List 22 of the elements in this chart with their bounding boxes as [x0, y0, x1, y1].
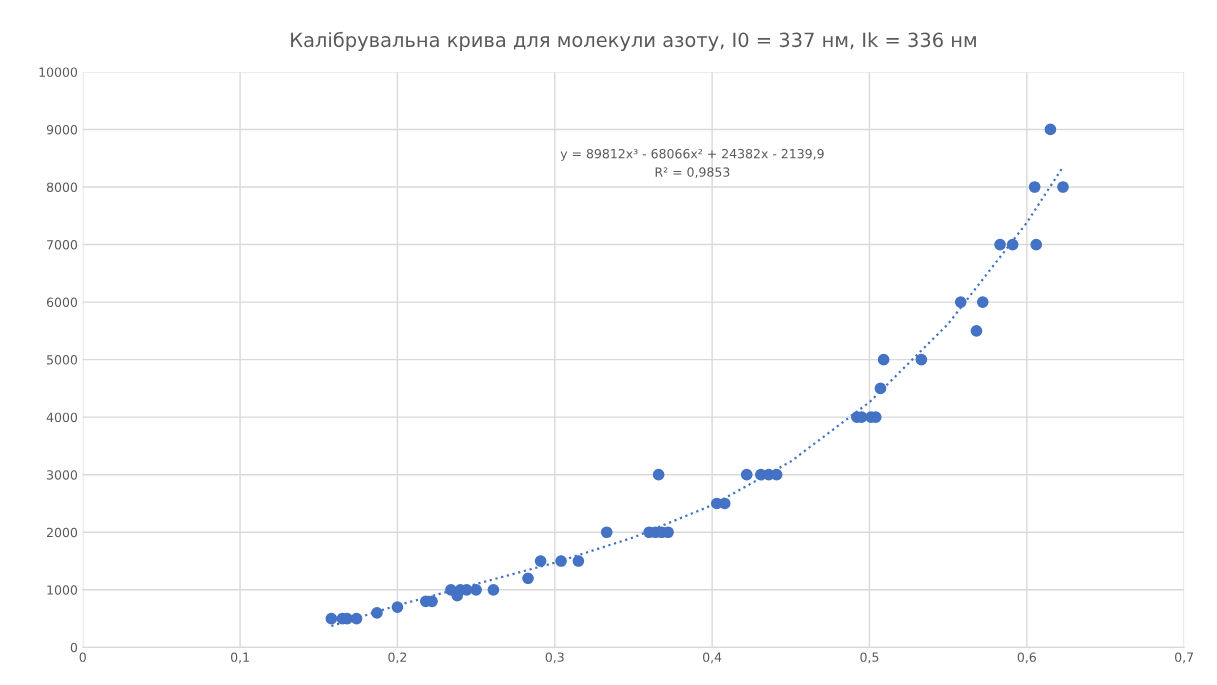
y-tick-label: 3000: [47, 470, 78, 480]
y-tick-label: 5000: [47, 355, 78, 365]
chart-title: Калібрувальна крива для молекули азоту, I0 = 337 нм, Ik = 336 нм: [291, 31, 976, 51]
y-tick-label: 4000: [46, 412, 78, 423]
y-tick-label: 6000: [46, 297, 78, 308]
y-tick-label: 7000: [47, 240, 78, 250]
x-tick-label: 0,5: [860, 652, 879, 664]
x-tick-label: 0,3: [545, 652, 564, 664]
x-tick-label: 0,4: [703, 652, 722, 664]
y-tick-label: 2000: [47, 527, 78, 538]
y-tick-label: 10000: [39, 67, 78, 77]
y-tick-label: 1000: [47, 585, 78, 595]
x-tick-label: 0: [79, 652, 86, 662]
y-tick-label: 0: [70, 642, 78, 653]
x-tick-label: 0,1: [230, 652, 249, 664]
annotation: R² = 0,9853: [655, 167, 730, 179]
x-tick-label: 0,7: [1175, 652, 1194, 664]
y-tick-label: 8000: [46, 182, 78, 192]
y-tick-label: 9000: [46, 124, 78, 135]
annotation: y = 89812x³ - 68066x² + 24382x - 2139,9: [560, 148, 824, 161]
x-tick-label: 0,6: [1017, 652, 1036, 664]
x-tick-label: 0,2: [388, 652, 407, 664]
